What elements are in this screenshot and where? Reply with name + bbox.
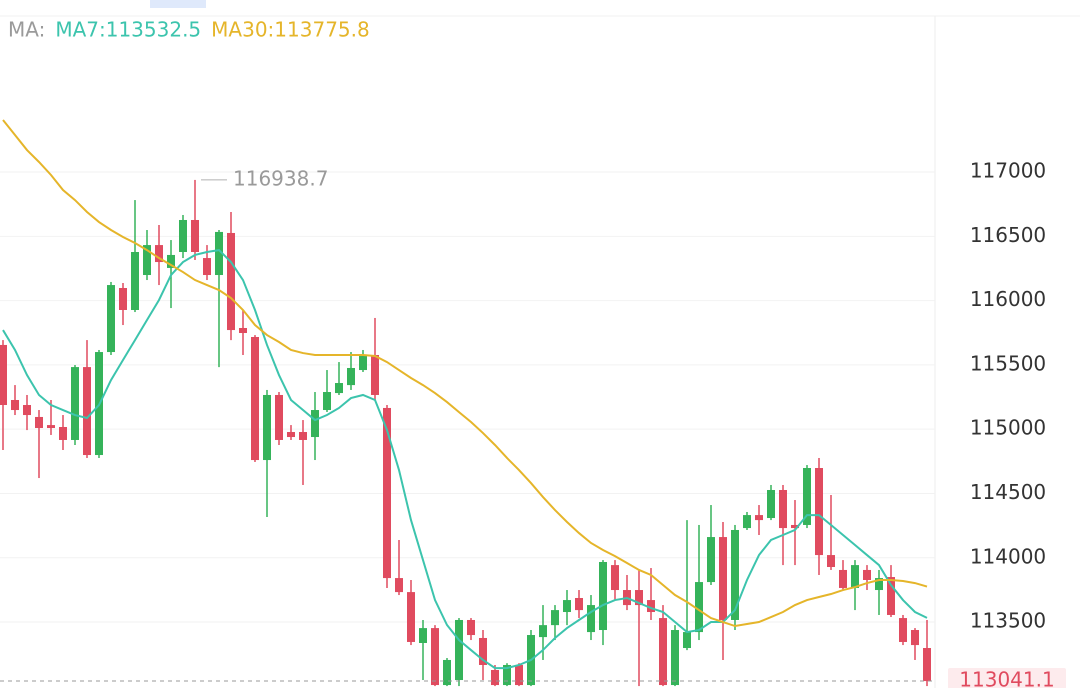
candle-body xyxy=(239,327,247,334)
candle-body xyxy=(719,537,727,620)
candle-body xyxy=(839,569,847,588)
candle-body xyxy=(323,392,331,411)
candle-body xyxy=(275,394,283,440)
candle-body xyxy=(107,285,115,353)
candle-body xyxy=(131,252,139,310)
candle-body xyxy=(215,231,223,276)
tab-indicator xyxy=(150,0,206,8)
candle-body xyxy=(179,219,187,253)
candle-body xyxy=(299,432,307,440)
candle-body xyxy=(191,219,199,253)
candle-body xyxy=(431,628,439,686)
candle-body xyxy=(347,367,355,386)
candle-body xyxy=(479,637,487,665)
candle-body xyxy=(563,600,571,613)
candle-body xyxy=(635,590,643,606)
y-tick-label: 115000 xyxy=(970,416,1046,440)
candle-body xyxy=(743,515,751,529)
candles xyxy=(0,179,931,687)
candle-body xyxy=(251,336,259,461)
candle-body xyxy=(455,619,463,681)
candle-body xyxy=(575,597,583,611)
candle-body xyxy=(11,399,19,411)
candle-body xyxy=(83,367,91,456)
candle-body xyxy=(371,354,379,395)
y-tick-label: 114500 xyxy=(970,480,1046,504)
ma-line xyxy=(2,249,928,670)
candle-body xyxy=(443,659,451,686)
candle-body xyxy=(611,565,619,591)
candle-body xyxy=(383,407,391,579)
y-tick-label: 116000 xyxy=(970,287,1046,311)
candle-body xyxy=(755,515,763,521)
y-tick-label: 114000 xyxy=(970,544,1046,568)
candle-body xyxy=(491,669,499,686)
candle-body xyxy=(875,578,883,591)
candle-body xyxy=(587,605,595,633)
candle-body xyxy=(887,577,895,615)
candle-body xyxy=(659,618,667,686)
candle-body xyxy=(851,565,859,588)
candle-body xyxy=(35,416,43,429)
ma-line xyxy=(2,119,928,628)
candle-body xyxy=(731,529,739,620)
last-price-label: 113041.1 xyxy=(959,668,1054,688)
legend-entry: MA7:113532.5 xyxy=(55,18,201,42)
candle-body xyxy=(47,425,55,429)
candle-body xyxy=(407,592,415,642)
candle-body xyxy=(263,394,271,461)
candle-body xyxy=(647,600,655,613)
legend-entry: MA30:113775.8 xyxy=(211,18,370,42)
candle-body xyxy=(203,258,211,276)
candle-body xyxy=(599,561,607,631)
max-label: 116938.7 xyxy=(233,166,328,190)
candle-body xyxy=(779,489,787,529)
candle-body xyxy=(227,232,235,331)
y-tick-label: 115500 xyxy=(970,351,1046,375)
candle-body xyxy=(23,405,31,416)
candle-body xyxy=(143,245,151,276)
candle-body xyxy=(395,578,403,593)
candle-body xyxy=(683,632,691,649)
y-tick-label: 117000 xyxy=(970,159,1046,183)
candle-body xyxy=(287,432,295,438)
y-tick-label: 113500 xyxy=(970,609,1046,633)
candle-body xyxy=(419,628,427,643)
candle-body xyxy=(311,410,319,438)
candle-body xyxy=(503,664,511,686)
candle-body xyxy=(119,288,127,310)
candle-body xyxy=(803,468,811,525)
candle-body xyxy=(815,468,823,556)
candle-body xyxy=(707,537,715,583)
candle-body xyxy=(863,569,871,580)
legend-title: MA: xyxy=(8,18,45,42)
last-price-box xyxy=(948,668,1066,688)
candle-body xyxy=(71,367,79,440)
candle-body xyxy=(359,356,367,371)
candle-body xyxy=(791,524,799,529)
candle-body xyxy=(911,630,919,646)
candle-body xyxy=(155,245,163,263)
candle-body xyxy=(899,618,907,642)
y-tick-label: 116500 xyxy=(970,223,1046,247)
candle-body xyxy=(551,610,559,626)
candle-body xyxy=(539,625,547,638)
candle-body xyxy=(515,664,523,686)
candle-body xyxy=(59,426,67,440)
candle-body xyxy=(0,344,7,406)
candle-body xyxy=(671,630,679,686)
candle-body xyxy=(467,619,475,636)
candle-body xyxy=(695,582,703,633)
grid xyxy=(0,171,935,623)
candle-body xyxy=(767,489,775,519)
candle-body xyxy=(167,254,175,268)
candle-body xyxy=(335,383,343,394)
candle-body xyxy=(827,555,835,568)
candle-body xyxy=(923,648,931,682)
